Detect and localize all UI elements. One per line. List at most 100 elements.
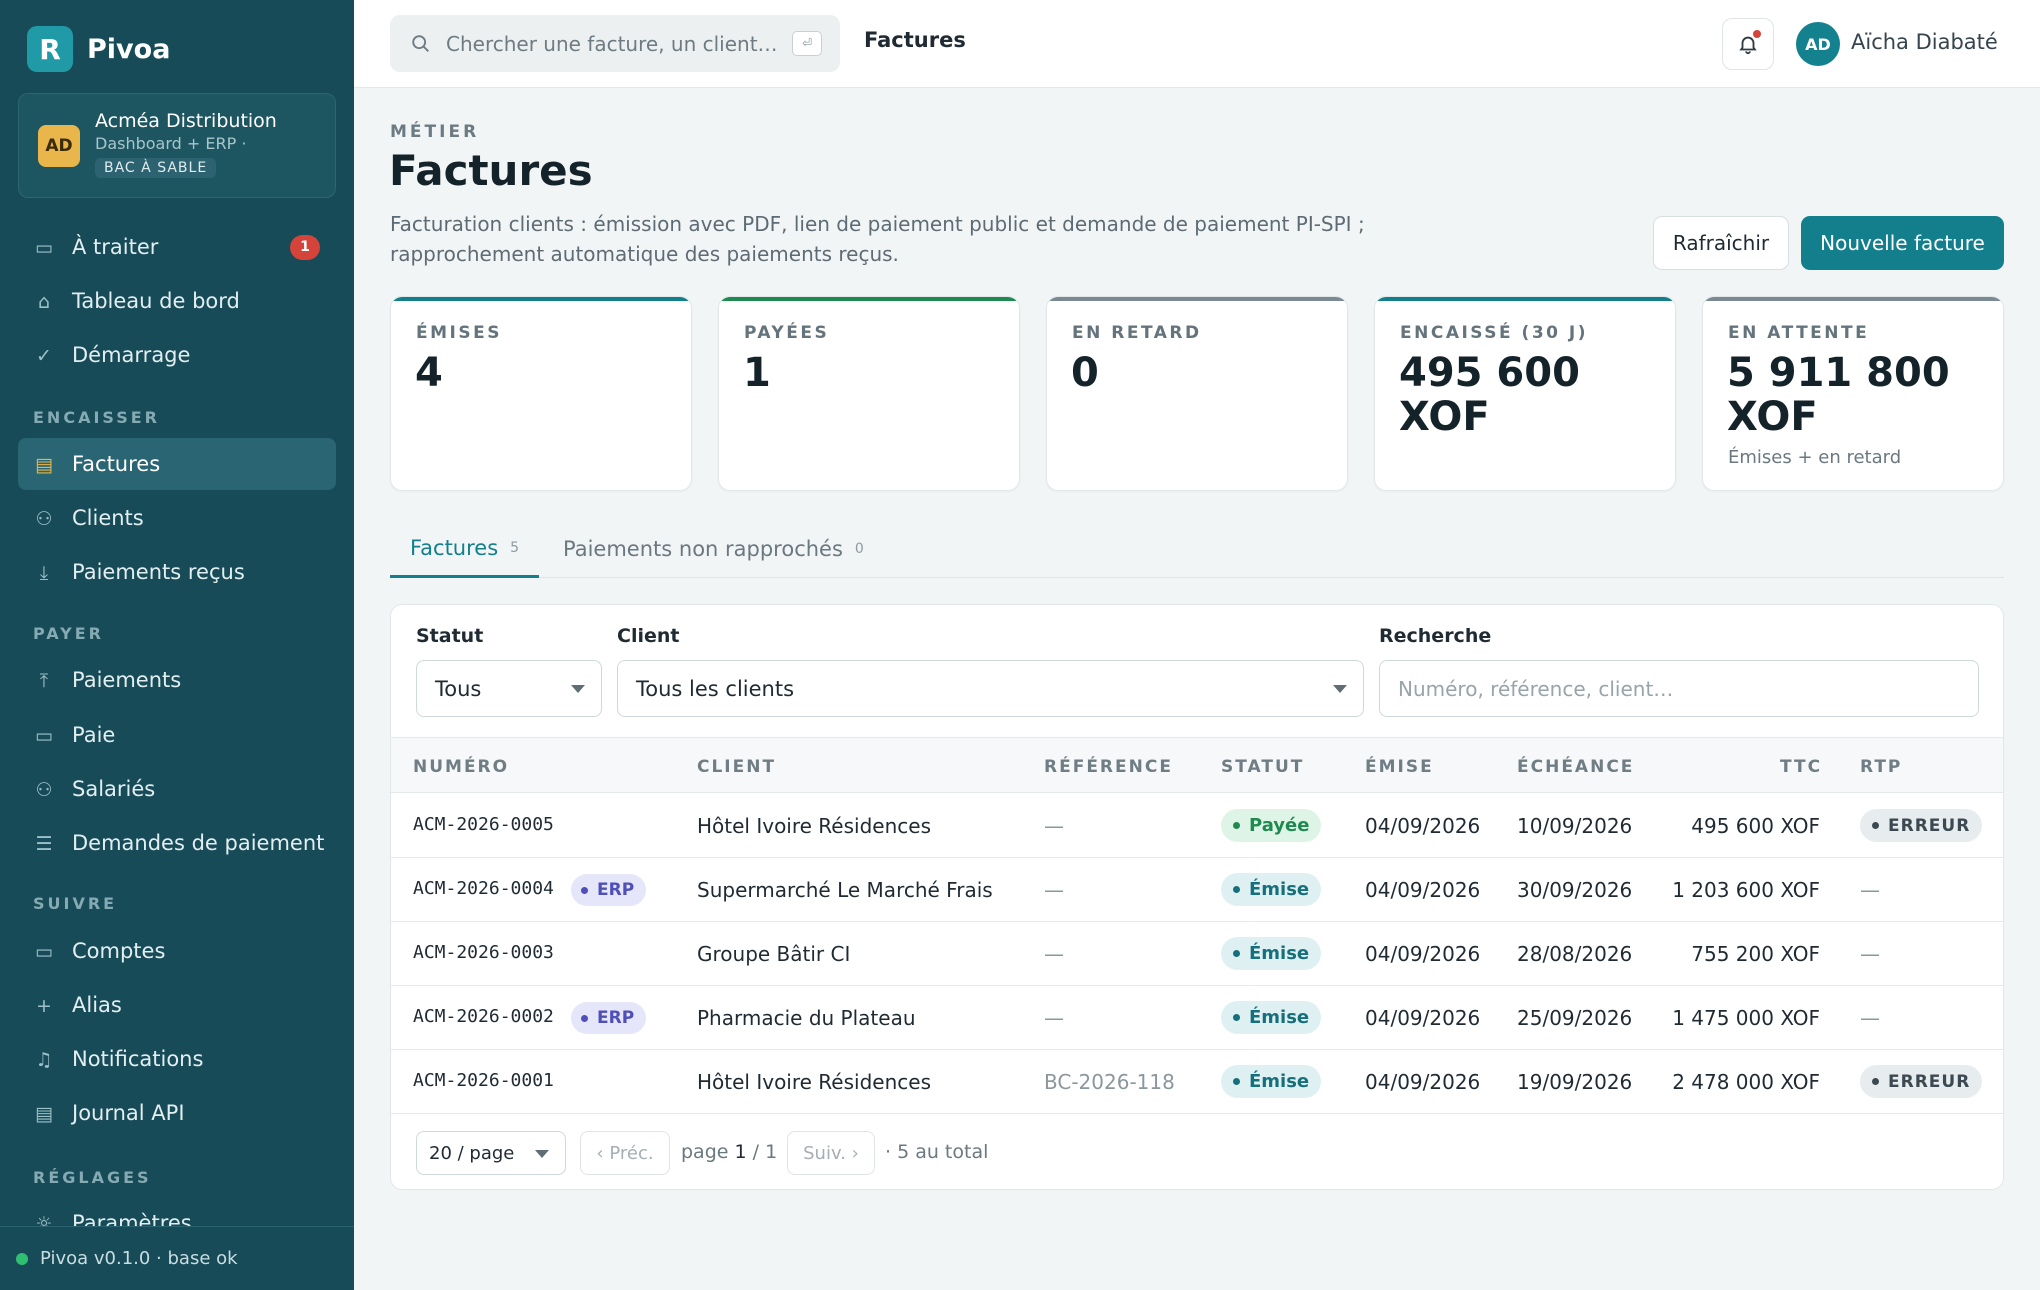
rtp-badge-label: ERREUR bbox=[1888, 815, 1971, 836]
refresh-button[interactable]: Rafraîchir bbox=[1653, 216, 1789, 270]
status-filter-value: Tous bbox=[435, 676, 482, 701]
table-row[interactable]: ACM-2026-0005 Hôtel Ivoire Résidences — Pay… bbox=[391, 794, 2003, 858]
invoice-search-input[interactable]: Numéro, référence, client… bbox=[1379, 660, 1979, 717]
tab-paiements-non-rapproches[interactable]: Paiements non rapprochés 0 bbox=[543, 520, 884, 578]
prev-page-button[interactable]: ‹ Préc. bbox=[580, 1131, 670, 1175]
topbar: Chercher une facture, un client… ⏎ Factu… bbox=[354, 0, 2040, 88]
stat-card: EN ATTENTE 5 911 800 XOF Émises + en retar… bbox=[1702, 296, 2004, 491]
sidebar-item-0-0[interactable]: ▤ Factures bbox=[18, 438, 336, 490]
invoice-client: Groupe Bâtir CI bbox=[697, 942, 851, 966]
sidebar-item-2-0[interactable]: ▭ Comptes bbox=[18, 925, 336, 977]
sidebar-item-label: À traiter bbox=[72, 235, 159, 259]
search-filter-label: Recherche bbox=[1379, 625, 1492, 647]
sidebar-item-2-1[interactable]: + Alias bbox=[18, 979, 336, 1031]
sidebar-item-2-2[interactable]: ♫ Notifications bbox=[18, 1033, 336, 1085]
new-invoice-button[interactable]: Nouvelle facture bbox=[1801, 216, 2004, 270]
col-echeance[interactable]: ÉCHÉANCE bbox=[1517, 757, 1635, 777]
sidebar-item-1-3[interactable]: ☰ Demandes de paiement bbox=[18, 817, 336, 869]
tab-factures[interactable]: Factures 5 bbox=[390, 520, 540, 578]
invoice-due-date: 25/09/2026 bbox=[1517, 1006, 1633, 1030]
version-status-text: Pivoa v0.1.0 · base ok bbox=[40, 1248, 238, 1269]
inbox-icon: ▭ bbox=[35, 237, 53, 259]
global-search[interactable]: Chercher une facture, un client… ⏎ bbox=[390, 15, 840, 72]
status-filter-label: Statut bbox=[416, 625, 484, 647]
check-icon: ✓ bbox=[36, 345, 52, 367]
sidebar-item-2-3[interactable]: ▤ Journal API bbox=[18, 1087, 336, 1139]
brand[interactable]: R Pivoa bbox=[27, 26, 170, 72]
sidebar-item-top-0[interactable]: ▭ À traiter 1 bbox=[18, 221, 336, 273]
page-total: / 1 bbox=[752, 1141, 778, 1163]
status-badge: Payée bbox=[1221, 809, 1322, 842]
sidebar-item-1-1[interactable]: ▭ Paie bbox=[18, 709, 336, 761]
sidebar-item-0-2[interactable]: ⤓ Paiements reçus bbox=[18, 546, 336, 598]
stat-accent-bar bbox=[391, 297, 691, 301]
table-row[interactable]: ACM-2026-0003 Groupe Bâtir CI — Émise 04/09/… bbox=[391, 922, 2003, 986]
col-client[interactable]: CLIENT bbox=[697, 757, 777, 777]
org-name: Acméa Distribution bbox=[95, 110, 277, 132]
stat-sub: Émises + en retard bbox=[1728, 447, 1902, 468]
table-row[interactable]: ACM-2026-0002 ERP Pharmacie du Plateau — Émi… bbox=[391, 986, 2003, 1050]
status-dot bbox=[1233, 1078, 1240, 1085]
client-filter-value: Tous les clients bbox=[636, 676, 795, 701]
sidebar-item-label: Alias bbox=[72, 993, 122, 1017]
rtp-error-badge: ERREUR bbox=[1860, 809, 1983, 842]
user-avatar[interactable]: AD bbox=[1796, 22, 1840, 66]
erp-badge: ERP bbox=[571, 1002, 647, 1034]
page-title: Factures bbox=[389, 146, 593, 195]
col-ttc[interactable]: TTC bbox=[1780, 757, 1823, 777]
client-filter-select[interactable]: Tous les clients bbox=[617, 660, 1364, 717]
col-emise[interactable]: ÉMISE bbox=[1365, 757, 1434, 777]
notifications-button[interactable] bbox=[1722, 18, 1774, 70]
per-page-value: 20 / page bbox=[429, 1142, 515, 1164]
erp-badge-label: ERP bbox=[597, 1008, 635, 1028]
user-name[interactable]: Aïcha Diabaté bbox=[1851, 30, 1998, 54]
invoice-number[interactable]: ACM-2026-0003 bbox=[413, 942, 554, 963]
stat-label: ENCAISSÉ (30 J) bbox=[1400, 323, 1588, 343]
invoice-search-placeholder: Numéro, référence, client… bbox=[1398, 676, 1674, 701]
tab-unmatched-count: 0 bbox=[854, 541, 864, 557]
invoice-number[interactable]: ACM-2026-0002 bbox=[413, 1006, 554, 1027]
sidebar-section-title: RÉGLAGES bbox=[33, 1168, 152, 1187]
stat-card: ENCAISSÉ (30 J) 495 600 XOF bbox=[1374, 296, 1676, 491]
sidebar-item-top-1[interactable]: ⌂ Tableau de bord bbox=[18, 275, 336, 327]
col-rtp[interactable]: RTP bbox=[1860, 757, 1903, 777]
col-reference[interactable]: RÉFÉRENCE bbox=[1044, 757, 1173, 777]
status-badge: Émise bbox=[1221, 1001, 1322, 1034]
sidebar-item-1-2[interactable]: ⚇ Salariés bbox=[18, 763, 336, 815]
document-icon: ▤ bbox=[35, 454, 53, 476]
col-statut[interactable]: STATUT bbox=[1221, 757, 1305, 777]
invoice-issue-date: 04/09/2026 bbox=[1365, 942, 1481, 966]
sidebar-item-1-0[interactable]: ⤒ Paiements bbox=[18, 654, 336, 706]
version-status: Pivoa v0.1.0 · base ok bbox=[0, 1226, 354, 1290]
sidebar-item-label: Demandes de paiement bbox=[72, 831, 325, 855]
per-page-select[interactable]: 20 / page bbox=[416, 1131, 566, 1175]
erp-badge: ERP bbox=[571, 874, 647, 906]
sidebar-section-title: SUIVRE bbox=[33, 894, 118, 913]
org-plan: Dashboard + ERP · bbox=[95, 134, 247, 153]
invoice-number[interactable]: ACM-2026-0005 bbox=[413, 814, 554, 835]
invoice-due-date: 28/08/2026 bbox=[1517, 942, 1633, 966]
status-filter-select[interactable]: Tous bbox=[416, 660, 602, 717]
table-row[interactable]: ACM-2026-0001 Hôtel Ivoire Résidences BC-2… bbox=[391, 1050, 2003, 1114]
invoice-total: 755 200 XOF bbox=[1691, 942, 1820, 966]
chevron-down-icon bbox=[571, 685, 585, 693]
stat-value: 1 bbox=[743, 350, 771, 396]
invoice-number[interactable]: ACM-2026-0004 bbox=[413, 878, 554, 899]
sidebar-item-0-1[interactable]: ⚇ Clients bbox=[18, 492, 336, 544]
rtp-empty: — bbox=[1860, 942, 1880, 966]
col-numero[interactable]: NUMÉRO bbox=[413, 757, 510, 777]
page-description: Facturation clients : émission avec PDF,… bbox=[390, 212, 1365, 266]
status-badge-label: Émise bbox=[1249, 943, 1310, 964]
page-eyebrow: MÉTIER bbox=[390, 122, 480, 142]
breadcrumb: Factures bbox=[864, 28, 966, 52]
sidebar-section-title: PAYER bbox=[33, 624, 104, 643]
org-switcher[interactable]: AD Acméa Distribution Dashboard + ERP · … bbox=[18, 93, 336, 198]
sidebar-item-top-2[interactable]: ✓ Démarrage bbox=[18, 329, 336, 381]
page-prefix: page bbox=[681, 1141, 729, 1163]
invoice-number[interactable]: ACM-2026-0001 bbox=[413, 1070, 554, 1091]
status-dot bbox=[1233, 950, 1240, 957]
invoice-client: Hôtel Ivoire Résidences bbox=[697, 1070, 931, 1094]
table-row[interactable]: ACM-2026-0004 ERP Supermarché Le Marché Fr… bbox=[391, 858, 2003, 922]
next-page-button[interactable]: Suiv. › bbox=[787, 1131, 875, 1175]
invoice-total: 1 475 000 XOF bbox=[1672, 1006, 1820, 1030]
